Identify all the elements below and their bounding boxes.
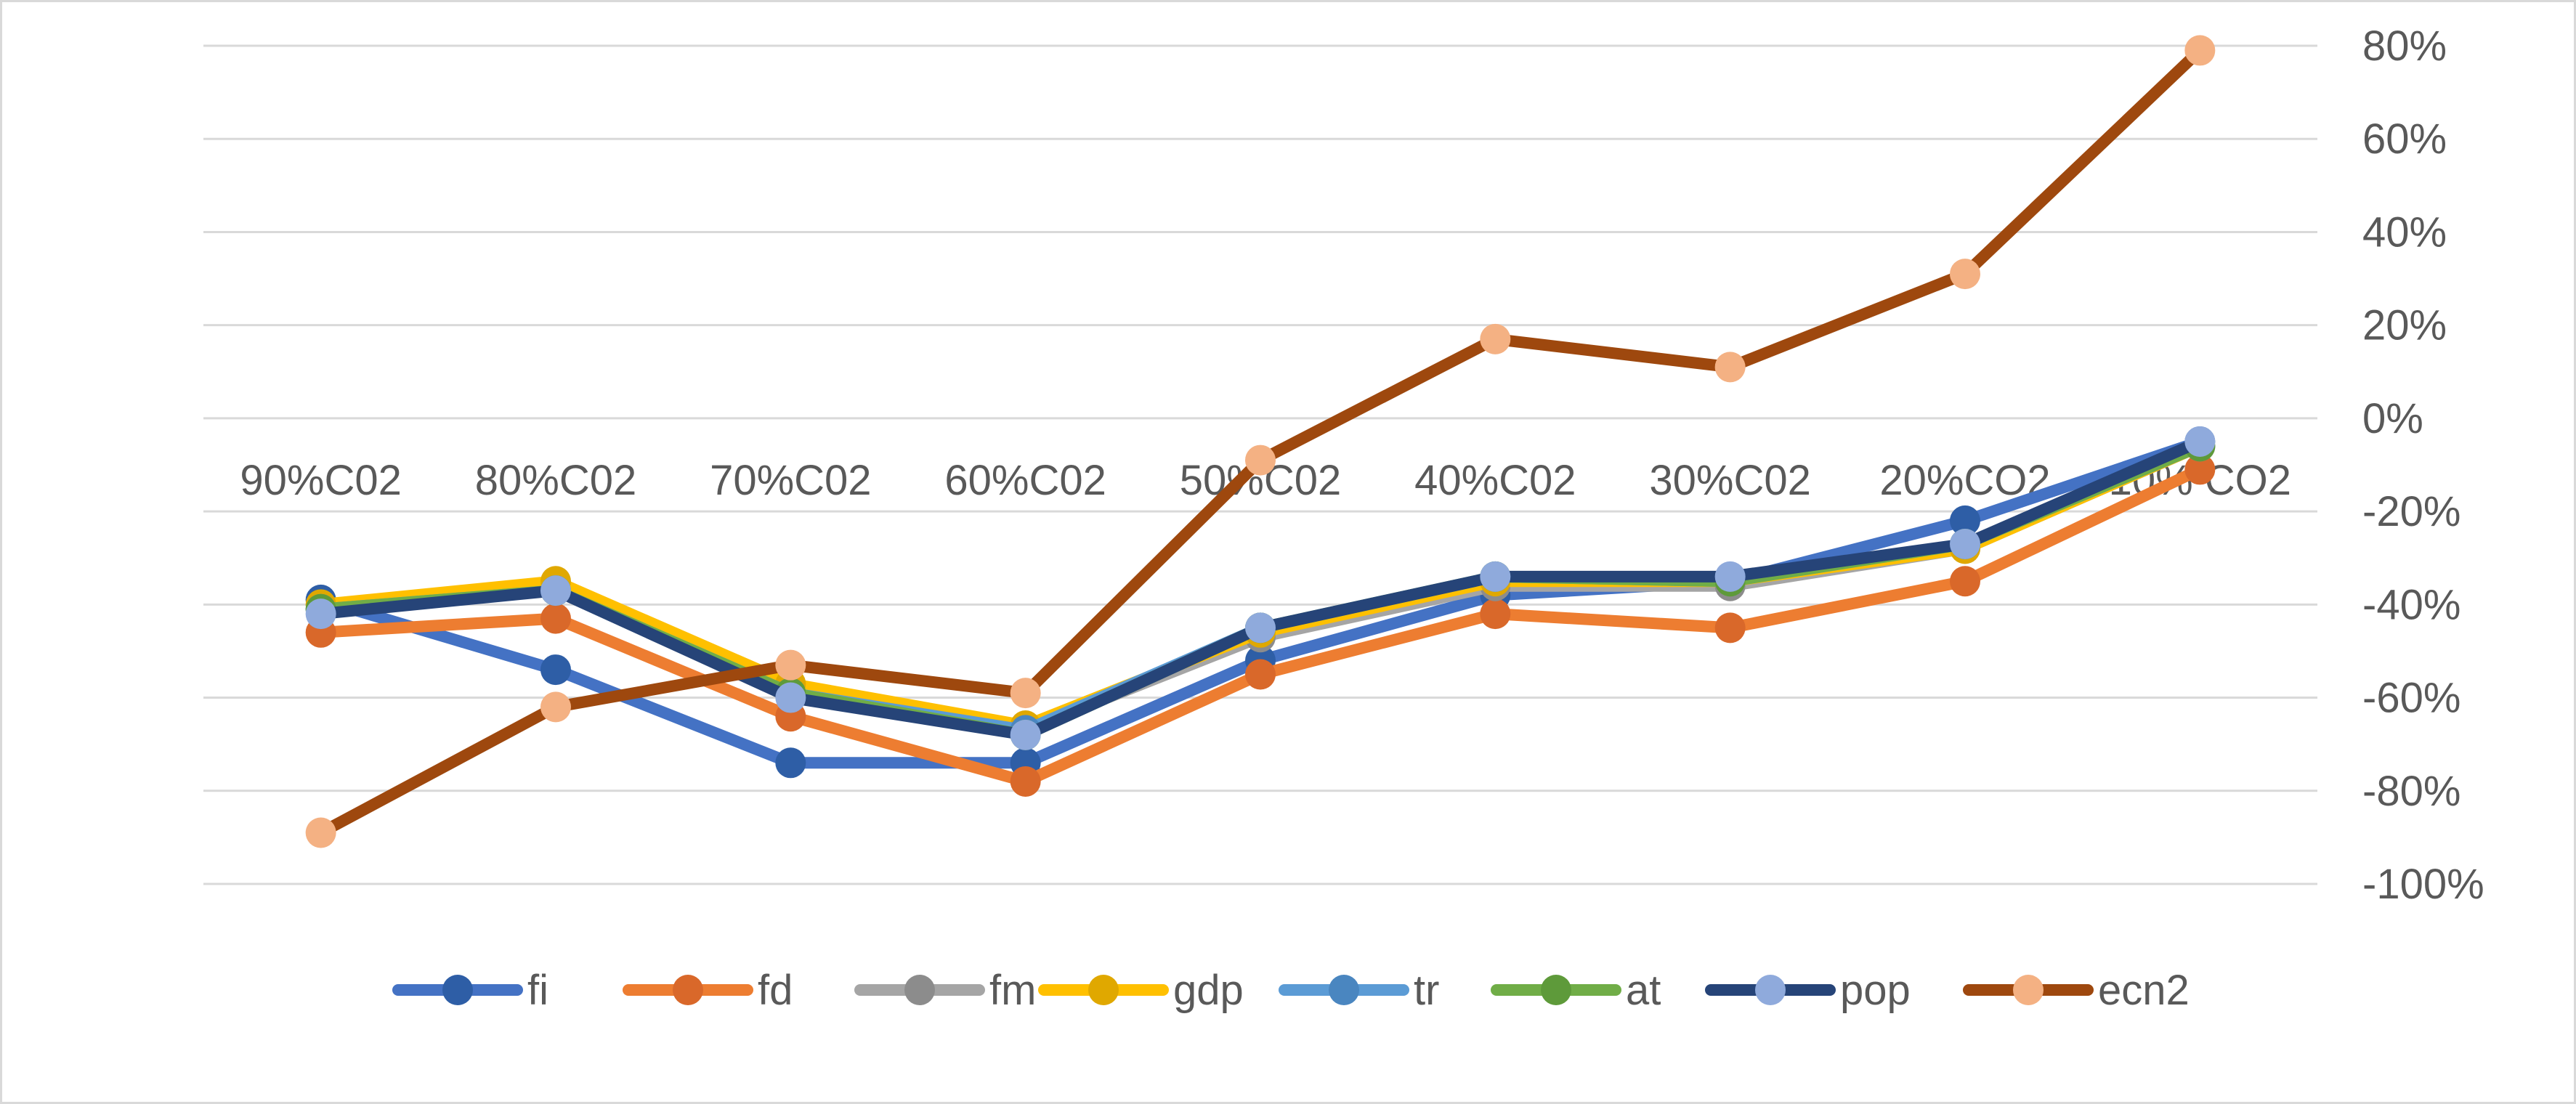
y-tick-label: -100% <box>2362 861 2484 908</box>
legend-label: fm <box>989 967 1036 1014</box>
x-tick-label: 40%C02 <box>1414 457 1576 504</box>
legend-swatch-marker <box>1329 975 1359 1005</box>
series-line-ecn2 <box>315 44 2206 839</box>
data-point-pop <box>1010 719 1041 750</box>
data-point-fi <box>775 747 806 779</box>
data-point-ecn2 <box>540 691 571 723</box>
data-point-fd <box>1245 659 1276 690</box>
y-tick-label: 20% <box>2362 302 2447 349</box>
legend-swatch-marker <box>1755 975 1786 1005</box>
legend-item-at: at <box>1491 967 1661 1014</box>
data-point-fd <box>2184 454 2216 485</box>
legend-item-tr: tr <box>1279 967 1439 1014</box>
data-point-pop <box>540 575 571 606</box>
legend-label: ecn2 <box>2098 967 2190 1014</box>
data-point-fd <box>1950 566 1980 597</box>
data-point-pop <box>1950 528 1980 559</box>
y-tick-label: 0% <box>2362 395 2423 442</box>
legend-label: gdp <box>1173 967 1244 1014</box>
data-point-pop <box>1714 561 1746 592</box>
legend-swatch-marker <box>2013 975 2044 1005</box>
x-axis-tick-labels: 90%C02 80%C02 70%C02 60%C02 50%C02 40%C02 30%C… <box>240 457 2291 504</box>
y-tick-label: -60% <box>2362 675 2460 722</box>
data-point-ecn2 <box>1950 259 1980 290</box>
data-point-fd <box>540 603 571 634</box>
y-tick-label: 40% <box>2362 208 2447 256</box>
legend-label: tr <box>1414 967 1439 1014</box>
legend-label: pop <box>1840 967 1911 1014</box>
x-tick-label: 90%C02 <box>240 457 401 504</box>
legend-label: at <box>1626 967 1661 1014</box>
legend-swatch-marker <box>673 975 703 1005</box>
legend-item-fm: fm <box>854 967 1036 1014</box>
data-point-ecn2 <box>1245 445 1276 476</box>
legend-item-fd: fd <box>623 967 793 1014</box>
data-point-pop <box>1480 561 1511 592</box>
data-point-ecn2 <box>2184 35 2216 66</box>
data-point-fi <box>1950 505 1980 536</box>
legend-swatch-marker <box>442 975 473 1005</box>
legend-swatch-marker <box>1088 975 1119 1005</box>
y-tick-label: -80% <box>2362 768 2460 815</box>
legend: fi fd fm gdp tr at pop ecn2 <box>392 967 2190 1014</box>
legend-label: fd <box>758 967 793 1014</box>
legend-item-pop: pop <box>1705 967 1911 1014</box>
legend-item-gdp: gdp <box>1038 967 1244 1014</box>
data-point-fd <box>1480 598 1511 630</box>
data-point-ecn2 <box>1480 323 1511 354</box>
legend-swatch-marker <box>904 975 935 1005</box>
y-axis-tick-labels: 80% 60% 40% 20% 0% -20% -40% -60% -80% -100% <box>2362 23 2484 908</box>
legend-item-fi: fi <box>392 967 548 1014</box>
plot-area <box>305 35 2216 848</box>
x-tick-label: 70%C02 <box>710 457 871 504</box>
data-point-ecn2 <box>775 649 806 681</box>
legend-label: fi <box>527 967 548 1014</box>
series-ecn2 <box>305 35 2216 848</box>
y-tick-label: 80% <box>2362 23 2447 70</box>
data-point-pop <box>775 682 806 713</box>
data-point-fd <box>1010 766 1041 797</box>
y-tick-label: -20% <box>2362 488 2460 535</box>
series-pop <box>305 426 2216 750</box>
series-fd <box>305 454 2216 797</box>
x-tick-label: 80%C02 <box>475 457 636 504</box>
y-tick-label: -40% <box>2362 581 2460 628</box>
x-tick-label: 60%C02 <box>944 457 1106 504</box>
data-point-fd <box>1714 612 1746 644</box>
x-tick-label: 30%C02 <box>1649 457 1810 504</box>
data-point-pop <box>1245 612 1276 644</box>
y-tick-label: 60% <box>2362 115 2447 163</box>
data-point-ecn2 <box>1714 352 1746 383</box>
data-point-fi <box>540 654 571 686</box>
data-point-pop <box>305 598 336 630</box>
legend-swatch-marker <box>1541 975 1571 1005</box>
data-point-ecn2 <box>305 817 336 848</box>
legend-item-ecn2: ecn2 <box>1963 967 2190 1014</box>
data-point-ecn2 <box>1010 678 1041 709</box>
data-point-pop <box>2184 426 2216 457</box>
